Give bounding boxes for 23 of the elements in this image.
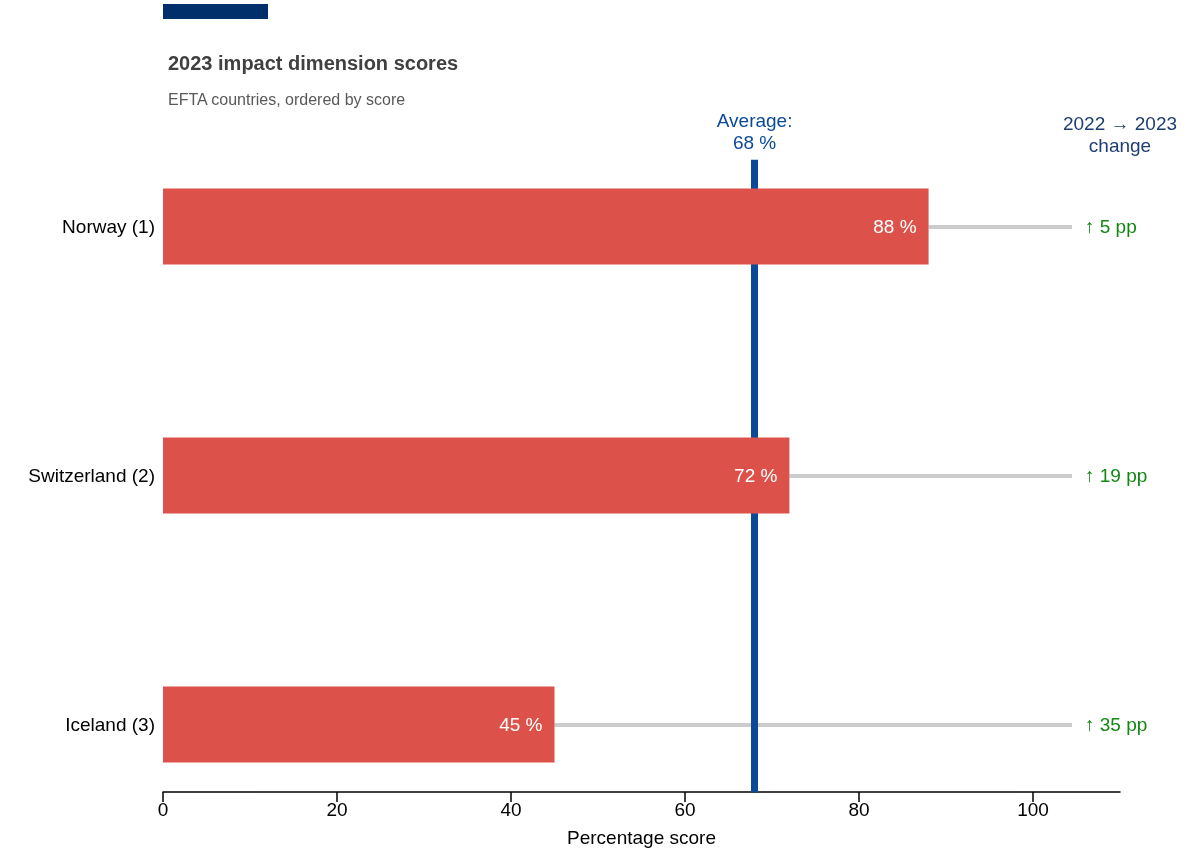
data-label: 72 % (734, 465, 778, 486)
x-tick-label: 20 (326, 799, 348, 820)
x-tick-label: 100 (1017, 799, 1049, 820)
bar (163, 686, 555, 763)
data-label: 88 % (873, 216, 917, 237)
x-tick-label: 60 (674, 799, 696, 820)
bar (163, 188, 929, 265)
y-tick-label: Switzerland (2) (28, 465, 155, 486)
annotation: ↑ 5 pp (1085, 216, 1137, 237)
x-tick-label: 40 (500, 799, 522, 820)
text: 2022 → 2023 change (1062, 112, 1178, 156)
data-label: 45 % (499, 714, 543, 735)
bar (163, 437, 790, 514)
y-tick-label: Iceland (3) (65, 714, 155, 735)
x-tick-label: 80 (848, 799, 870, 820)
x-tick-label: 0 (157, 799, 169, 820)
annotation: ↑ 35 pp (1085, 714, 1148, 735)
ref-line-label: Average: 68 % (716, 110, 793, 154)
chart-title: 2023 impact dimension scores (168, 52, 459, 74)
chart-subtitle: EFTA countries, ordered by score (168, 90, 406, 108)
x-axis-title: Percentage score (567, 827, 716, 848)
y-tick-label: Norway (1) (62, 216, 155, 237)
annotation: ↑ 19 pp (1085, 465, 1148, 486)
